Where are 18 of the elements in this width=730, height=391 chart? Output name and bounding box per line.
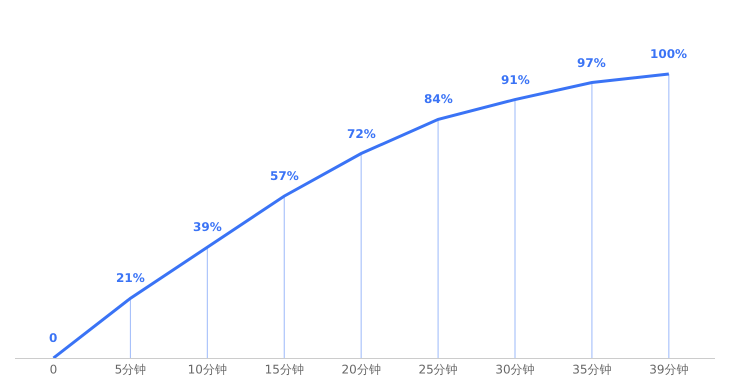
x-tick-label: 35分钟	[572, 362, 612, 376]
x-tick-label: 0	[50, 362, 58, 376]
data-label: 57%	[270, 169, 299, 183]
x-tick-label: 10分钟	[188, 362, 227, 376]
x-tick-label: 5分钟	[114, 362, 146, 376]
data-label: 91%	[501, 73, 530, 87]
data-label: 97%	[577, 56, 606, 70]
data-label: 72%	[347, 127, 376, 141]
x-tick-label: 15分钟	[264, 362, 304, 376]
data-label: 84%	[424, 92, 453, 106]
x-tick-label: 25分钟	[418, 362, 458, 376]
x-tick-label: 20分钟	[342, 362, 381, 376]
data-label: 21%	[116, 271, 145, 285]
data-label: 0	[49, 331, 58, 345]
data-label: 100%	[650, 47, 688, 61]
x-tick-label: 30分钟	[495, 362, 535, 376]
data-label: 39%	[193, 220, 222, 234]
x-tick-label: 39分钟	[649, 362, 688, 376]
